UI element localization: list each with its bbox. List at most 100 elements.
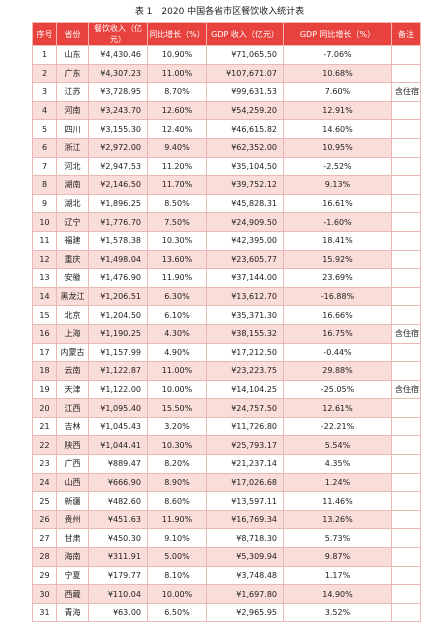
catering-growth: 10.00% [147, 379, 207, 400]
gdp-growth: -7.06% [283, 45, 392, 65]
gdp: ¥13,612.70 [206, 286, 284, 307]
remark [391, 435, 421, 456]
table-row: 25 新疆 ¥482.60 8.60% ¥13,597.11 11.46% [32, 491, 421, 511]
catering-revenue: ¥1,578.38 [88, 230, 148, 251]
remark [391, 119, 421, 139]
gdp: ¥17,026.68 [206, 472, 284, 493]
province: 辽宁 [56, 212, 89, 232]
gdp: ¥23,605.77 [206, 249, 284, 270]
row-number: 3 [32, 82, 57, 102]
gdp-growth: 5.54% [283, 435, 392, 456]
table-row: 28 海南 ¥311.91 5.00% ¥5,309.94 9.87% [32, 547, 421, 567]
province: 重庆 [56, 249, 89, 270]
table-row: 3 江苏 ¥3,728.95 8.70% ¥99,631.53 7.60% 含住宿 [32, 82, 421, 102]
header-cell: 备注 [391, 22, 421, 46]
gdp: ¥42,395.00 [206, 230, 284, 251]
province: 安徽 [56, 268, 89, 288]
province: 广西 [56, 454, 89, 474]
row-number: 26 [32, 509, 57, 530]
province: 江西 [56, 398, 89, 418]
gdp-growth: 18.41% [283, 230, 392, 251]
catering-revenue: ¥1,122.87 [88, 361, 148, 381]
row-number: 29 [32, 565, 57, 586]
catering-revenue: ¥1,206.51 [88, 286, 148, 307]
header-row: 序号 省份 餐饮收入（亿元） 同比增长（%） GDP 收入（亿元） GDP 同比增长（%）… [32, 22, 421, 46]
row-number: 15 [32, 305, 57, 325]
catering-growth: 9.10% [147, 528, 207, 549]
catering-revenue: ¥451.63 [88, 509, 148, 530]
province: 新疆 [56, 491, 89, 511]
gdp-growth: -22.21% [283, 416, 392, 437]
table-row: 27 甘肃 ¥450.30 9.10% ¥8,718.30 5.73% [32, 528, 421, 549]
table-row: 17 内蒙古 ¥1,157.99 4.90% ¥17,212.50 -0.44% [32, 342, 421, 363]
province: 内蒙古 [56, 342, 89, 363]
row-number: 6 [32, 137, 57, 158]
province: 黑龙江 [56, 286, 89, 307]
table-row: 31 青海 ¥63.00 6.50% ¥2,965.95 3.52% [32, 602, 421, 623]
remark [391, 230, 421, 251]
gdp: ¥46,615.82 [206, 119, 284, 139]
gdp-growth: 10.68% [283, 63, 392, 84]
province: 河北 [56, 156, 89, 177]
data-table: 序号 省份 餐饮收入（亿元） 同比增长（%） GDP 收入（亿元） GDP 同比增长（%）… [32, 22, 421, 623]
catering-growth: 13.60% [147, 249, 207, 270]
catering-growth: 6.30% [147, 286, 207, 307]
province: 宁夏 [56, 565, 89, 586]
table-row: 6 浙江 ¥2,972.00 9.40% ¥62,352.00 10.95% [32, 137, 421, 158]
table-row: 8 湖南 ¥2,146.50 11.70% ¥39,752.12 9.13% [32, 175, 421, 195]
gdp-growth: 14.90% [283, 584, 392, 604]
table-row: 7 河北 ¥2,947.53 11.20% ¥35,104.50 -2.52% [32, 156, 421, 177]
gdp-growth: 13.26% [283, 509, 392, 530]
row-number: 28 [32, 547, 57, 567]
gdp: ¥62,352.00 [206, 137, 284, 158]
remark [391, 491, 421, 511]
gdp-growth: 16.61% [283, 193, 392, 214]
catering-growth: 11.20% [147, 156, 207, 177]
catering-revenue: ¥3,728.95 [88, 82, 148, 102]
remark [391, 268, 421, 288]
catering-growth: 11.90% [147, 509, 207, 530]
province: 山东 [56, 45, 89, 65]
catering-revenue: ¥889.47 [88, 454, 148, 474]
catering-growth: 11.00% [147, 63, 207, 84]
row-number: 14 [32, 286, 57, 307]
catering-growth: 10.90% [147, 45, 207, 65]
gdp: ¥14,104.25 [206, 379, 284, 400]
gdp: ¥8,718.30 [206, 528, 284, 549]
catering-growth: 4.90% [147, 342, 207, 363]
gdp-growth: 23.69% [283, 268, 392, 288]
remark [391, 100, 421, 121]
catering-revenue: ¥1,204.50 [88, 305, 148, 325]
remark [391, 137, 421, 158]
catering-growth: 11.90% [147, 268, 207, 288]
catering-growth: 9.40% [147, 137, 207, 158]
gdp: ¥71,065.50 [206, 45, 284, 65]
remark [391, 193, 421, 214]
gdp-growth: 10.95% [283, 137, 392, 158]
gdp: ¥11,726.80 [206, 416, 284, 437]
table-title: 表 1 2020 中国各省市区餐饮收入统计表 [134, 7, 305, 17]
row-number: 30 [32, 584, 57, 604]
table-row: 21 吉林 ¥1,045.43 3.20% ¥11,726.80 -22.21% [32, 416, 421, 437]
gdp-growth: 3.52% [283, 602, 392, 623]
gdp: ¥35,371.30 [206, 305, 284, 325]
catering-growth: 15.50% [147, 398, 207, 418]
catering-revenue: ¥110.04 [88, 584, 148, 604]
catering-growth: 10.00% [147, 584, 207, 604]
catering-growth: 3.20% [147, 416, 207, 437]
catering-growth: 6.10% [147, 305, 207, 325]
table-row: 30 西藏 ¥110.04 10.00% ¥1,697.80 14.90% [32, 584, 421, 604]
catering-growth: 12.60% [147, 100, 207, 121]
province: 北京 [56, 305, 89, 325]
gdp: ¥99,631.53 [206, 82, 284, 102]
remark [391, 342, 421, 363]
table-row: 20 江西 ¥1,095.40 15.50% ¥24,757.50 12.61% [32, 398, 421, 418]
remark [391, 156, 421, 177]
remark [391, 305, 421, 325]
gdp-growth: 16.66% [283, 305, 392, 325]
catering-revenue: ¥4,307.23 [88, 63, 148, 84]
gdp: ¥107,671.07 [206, 63, 284, 84]
gdp: ¥16,769.34 [206, 509, 284, 530]
gdp-growth: 7.60% [283, 82, 392, 102]
